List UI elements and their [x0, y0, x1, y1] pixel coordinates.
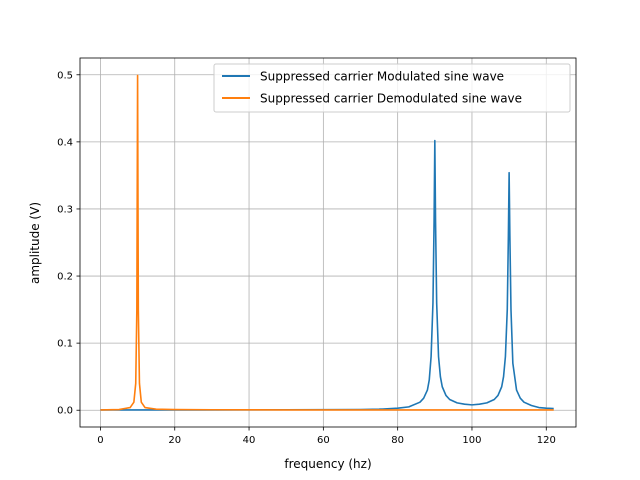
legend-box	[213, 63, 571, 113]
y-tick-label: 0.4	[57, 137, 73, 148]
x-axis-label: frequency (hz)	[284, 457, 371, 471]
y-axis-ticks: 0.0 0.1 0.2 0.3 0.4 0.5	[57, 70, 80, 417]
plot-frame	[79, 57, 577, 428]
y-tick-label: 0.5	[57, 70, 73, 81]
series-line-demodulated	[100, 74, 554, 411]
x-tick-label: 120	[537, 435, 556, 446]
legend-label-demodulated: Suppressed carrier Demodulated sine wave	[260, 92, 522, 106]
x-tick-label: 0	[97, 435, 103, 446]
y-axis-label: amplitude (V)	[28, 202, 42, 284]
y-tick-label: 0.3	[57, 204, 73, 215]
legend-label-modulated: Suppressed carrier Modulated sine wave	[260, 70, 504, 84]
x-tick-label: 100	[462, 435, 481, 446]
x-tick-label: 40	[243, 435, 256, 446]
series-line-modulated	[100, 139, 554, 411]
legend: Suppressed carrier Modulated sine wave S…	[213, 63, 571, 113]
y-tick-label: 0.1	[57, 339, 73, 350]
x-tick-label: 20	[168, 435, 181, 446]
y-tick-label: 0.0	[57, 406, 73, 417]
series-lines	[100, 74, 554, 411]
x-axis-ticks: 0 20 40 60 80 100 120	[97, 427, 556, 446]
x-tick-label: 60	[317, 435, 330, 446]
x-tick-label: 80	[391, 435, 404, 446]
grid	[80, 58, 576, 427]
y-tick-label: 0.2	[57, 272, 73, 283]
